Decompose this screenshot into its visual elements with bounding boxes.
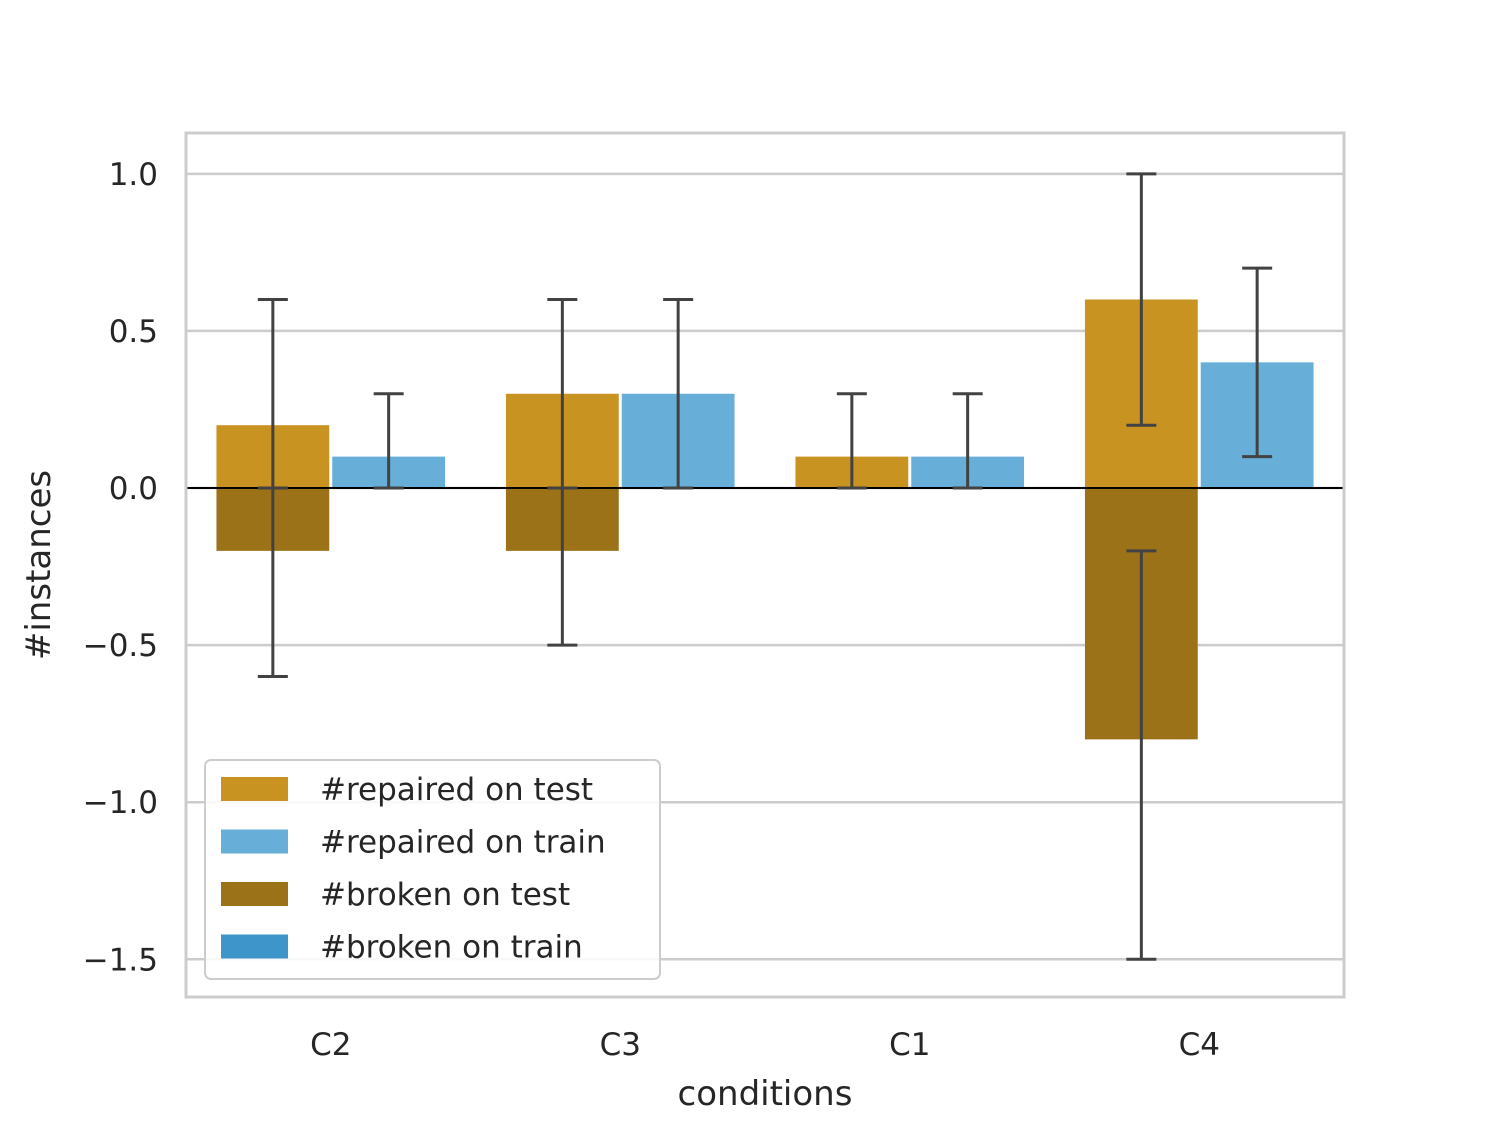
x-tick-labels: C2 C3 C1 C4 (310, 1027, 1220, 1063)
error-bars (257, 172, 1273, 961)
legend-swatch (221, 777, 288, 801)
legend-swatch (221, 882, 288, 906)
x-axis-label: conditions (678, 1074, 853, 1114)
y-tick-label: −1.5 (83, 942, 158, 978)
legend-label: #broken on train (320, 930, 583, 966)
y-tick-label: −1.0 (83, 785, 158, 821)
y-tick-labels: 1.0 0.5 0.0 −0.5 −1.0 −1.5 (83, 157, 158, 978)
legend-label: #repaired on test (320, 772, 593, 808)
x-tick-label: C4 (1179, 1027, 1220, 1063)
y-tick-label: 0.0 (109, 471, 158, 507)
legend: #repaired on test #repaired on train #brok… (204, 759, 661, 980)
x-tick-label: C1 (889, 1027, 930, 1063)
legend-label: #broken on test (320, 877, 570, 913)
y-tick-label: 0.5 (109, 314, 158, 350)
legend-swatch (221, 934, 288, 959)
x-tick-label: C3 (600, 1027, 641, 1063)
legend-label: #repaired on train (320, 825, 606, 861)
legend-frame (204, 759, 661, 980)
legend-swatch (221, 829, 288, 854)
plot-frame (184, 131, 1346, 999)
y-tick-label: −0.5 (83, 628, 158, 664)
y-axis-label: #instances (19, 470, 59, 660)
x-tick-label: C2 (310, 1027, 351, 1063)
y-tick-label: 1.0 (109, 157, 158, 193)
